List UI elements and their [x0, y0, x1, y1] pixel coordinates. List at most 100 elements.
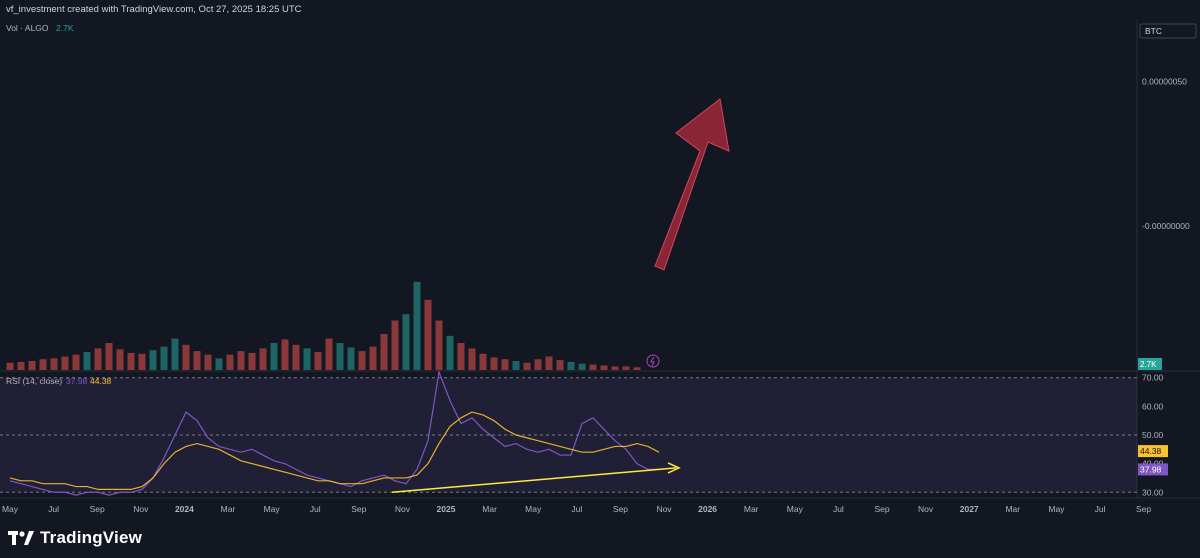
- volume-bar: [138, 353, 146, 370]
- volume-bar: [127, 352, 135, 370]
- target-arrow: [654, 98, 730, 271]
- header-bar: vf_investment created with TradingView.c…: [0, 0, 1200, 20]
- volume-bar: [424, 299, 432, 370]
- volume-bar: [17, 361, 25, 370]
- volume-bar: [292, 344, 300, 370]
- rsi-band-fill: [0, 377, 1137, 493]
- volume-bar: [226, 354, 234, 370]
- volume-bar: [61, 356, 69, 370]
- volume-bar: [105, 343, 113, 370]
- volume-bar: [248, 352, 256, 370]
- rsi-ma-badge-label: 44.38: [1140, 446, 1162, 456]
- volume-bar: [402, 314, 410, 370]
- volume-bar: [237, 351, 245, 370]
- volume-bar: [457, 343, 465, 370]
- volume-bar: [160, 346, 168, 370]
- x-axis-label: Sep: [1136, 504, 1151, 514]
- volume-bar: [28, 361, 36, 370]
- volume-bar: [556, 360, 564, 370]
- rsi-badge: [1138, 463, 1168, 476]
- volume-bar: [193, 351, 201, 370]
- brand-name: TradingView: [40, 528, 143, 547]
- volume-bar: [446, 335, 454, 370]
- rsi-axis-label: 30.00: [1142, 487, 1164, 497]
- x-axis-label: Jul: [571, 504, 582, 514]
- x-axis-label: 2027: [960, 504, 979, 514]
- x-axis-label: Mar: [482, 504, 497, 514]
- volume-bar: [270, 343, 278, 370]
- volume-bar: [336, 343, 344, 370]
- volume-bar: [369, 346, 377, 370]
- volume-bar: [215, 358, 223, 370]
- volume-bar: [545, 356, 553, 370]
- volume-bar: [391, 320, 399, 370]
- x-axis-label: 2024: [175, 504, 194, 514]
- volume-legend-label: Vol · ALGO: [6, 23, 49, 33]
- rsi-ma-badge: [1138, 445, 1168, 458]
- volume-bar: [149, 350, 157, 370]
- volume-bar: [611, 366, 619, 370]
- volume-bar: [39, 359, 47, 370]
- rsi-badge-label: 37.98: [1140, 464, 1162, 474]
- volume-bar: [204, 354, 212, 370]
- volume-bar: [600, 365, 608, 370]
- x-axis-label: Jul: [1095, 504, 1106, 514]
- volume-bar: [468, 348, 476, 370]
- volume-bar: [182, 344, 190, 370]
- volume-bar: [578, 363, 586, 370]
- lightning-icon: [646, 354, 660, 368]
- volume-badge: [1138, 358, 1162, 370]
- volume-bar: [523, 362, 531, 370]
- volume-bar: [413, 281, 421, 370]
- x-axis-label: Sep: [90, 504, 105, 514]
- volume-bar: [116, 349, 124, 370]
- volume-bar: [303, 348, 311, 370]
- price-axis-label: -0.00000000: [1142, 221, 1190, 231]
- rsi-ma-line: [9, 411, 660, 491]
- volume-bar: [380, 334, 388, 370]
- x-axis-label: May: [2, 504, 19, 514]
- footer: TradingView: [0, 520, 1200, 558]
- rsi-trendline-arrowhead: [667, 462, 681, 474]
- volume-bar: [622, 366, 630, 370]
- x-axis-label: Mar: [744, 504, 759, 514]
- x-axis-label: Mar: [1005, 504, 1020, 514]
- volume-bar: [479, 353, 487, 370]
- rsi-trendline: [391, 467, 677, 494]
- lightning-glyph: [650, 356, 655, 367]
- volume-bar: [435, 320, 443, 370]
- volume-bar: [50, 358, 58, 370]
- x-axis-label: Sep: [351, 504, 366, 514]
- chart-caption: vf_investment created with TradingView.c…: [6, 4, 302, 15]
- rsi-axis-label: 50.00: [1142, 430, 1164, 440]
- volume-bar: [314, 352, 322, 370]
- tradingview-logo[interactable]: TradingView: [8, 528, 142, 548]
- volume-bar: [633, 367, 641, 370]
- volume-bar: [259, 348, 267, 370]
- tradingview-icon: [8, 531, 34, 545]
- volume-bar: [83, 352, 91, 370]
- rsi-axis-label: 70.00: [1142, 373, 1164, 383]
- x-axis-label: 2025: [437, 504, 456, 514]
- x-axis-label: Sep: [613, 504, 628, 514]
- x-axis-label: Jul: [310, 504, 321, 514]
- x-axis-label: Mar: [221, 504, 236, 514]
- volume-bar: [325, 338, 333, 370]
- volume-group: [6, 281, 641, 370]
- x-axis-label: Nov: [133, 504, 149, 514]
- rsi-legend-label: RSI (14, close): [6, 376, 62, 386]
- symbol-label: BTC: [1145, 26, 1162, 36]
- volume-bar: [72, 354, 80, 370]
- x-axis-label: Jul: [833, 504, 844, 514]
- symbol-box: [1139, 23, 1197, 39]
- volume-bar: [358, 351, 366, 370]
- x-axis-label: May: [264, 504, 281, 514]
- volume-bar: [347, 347, 355, 370]
- volume-bar: [171, 338, 179, 370]
- chart-background: [0, 20, 1200, 520]
- volume-bar: [490, 357, 498, 370]
- volume-bar: [6, 362, 14, 370]
- rsi-axis-label: 60.00: [1142, 401, 1164, 411]
- x-axis-label: 2026: [698, 504, 717, 514]
